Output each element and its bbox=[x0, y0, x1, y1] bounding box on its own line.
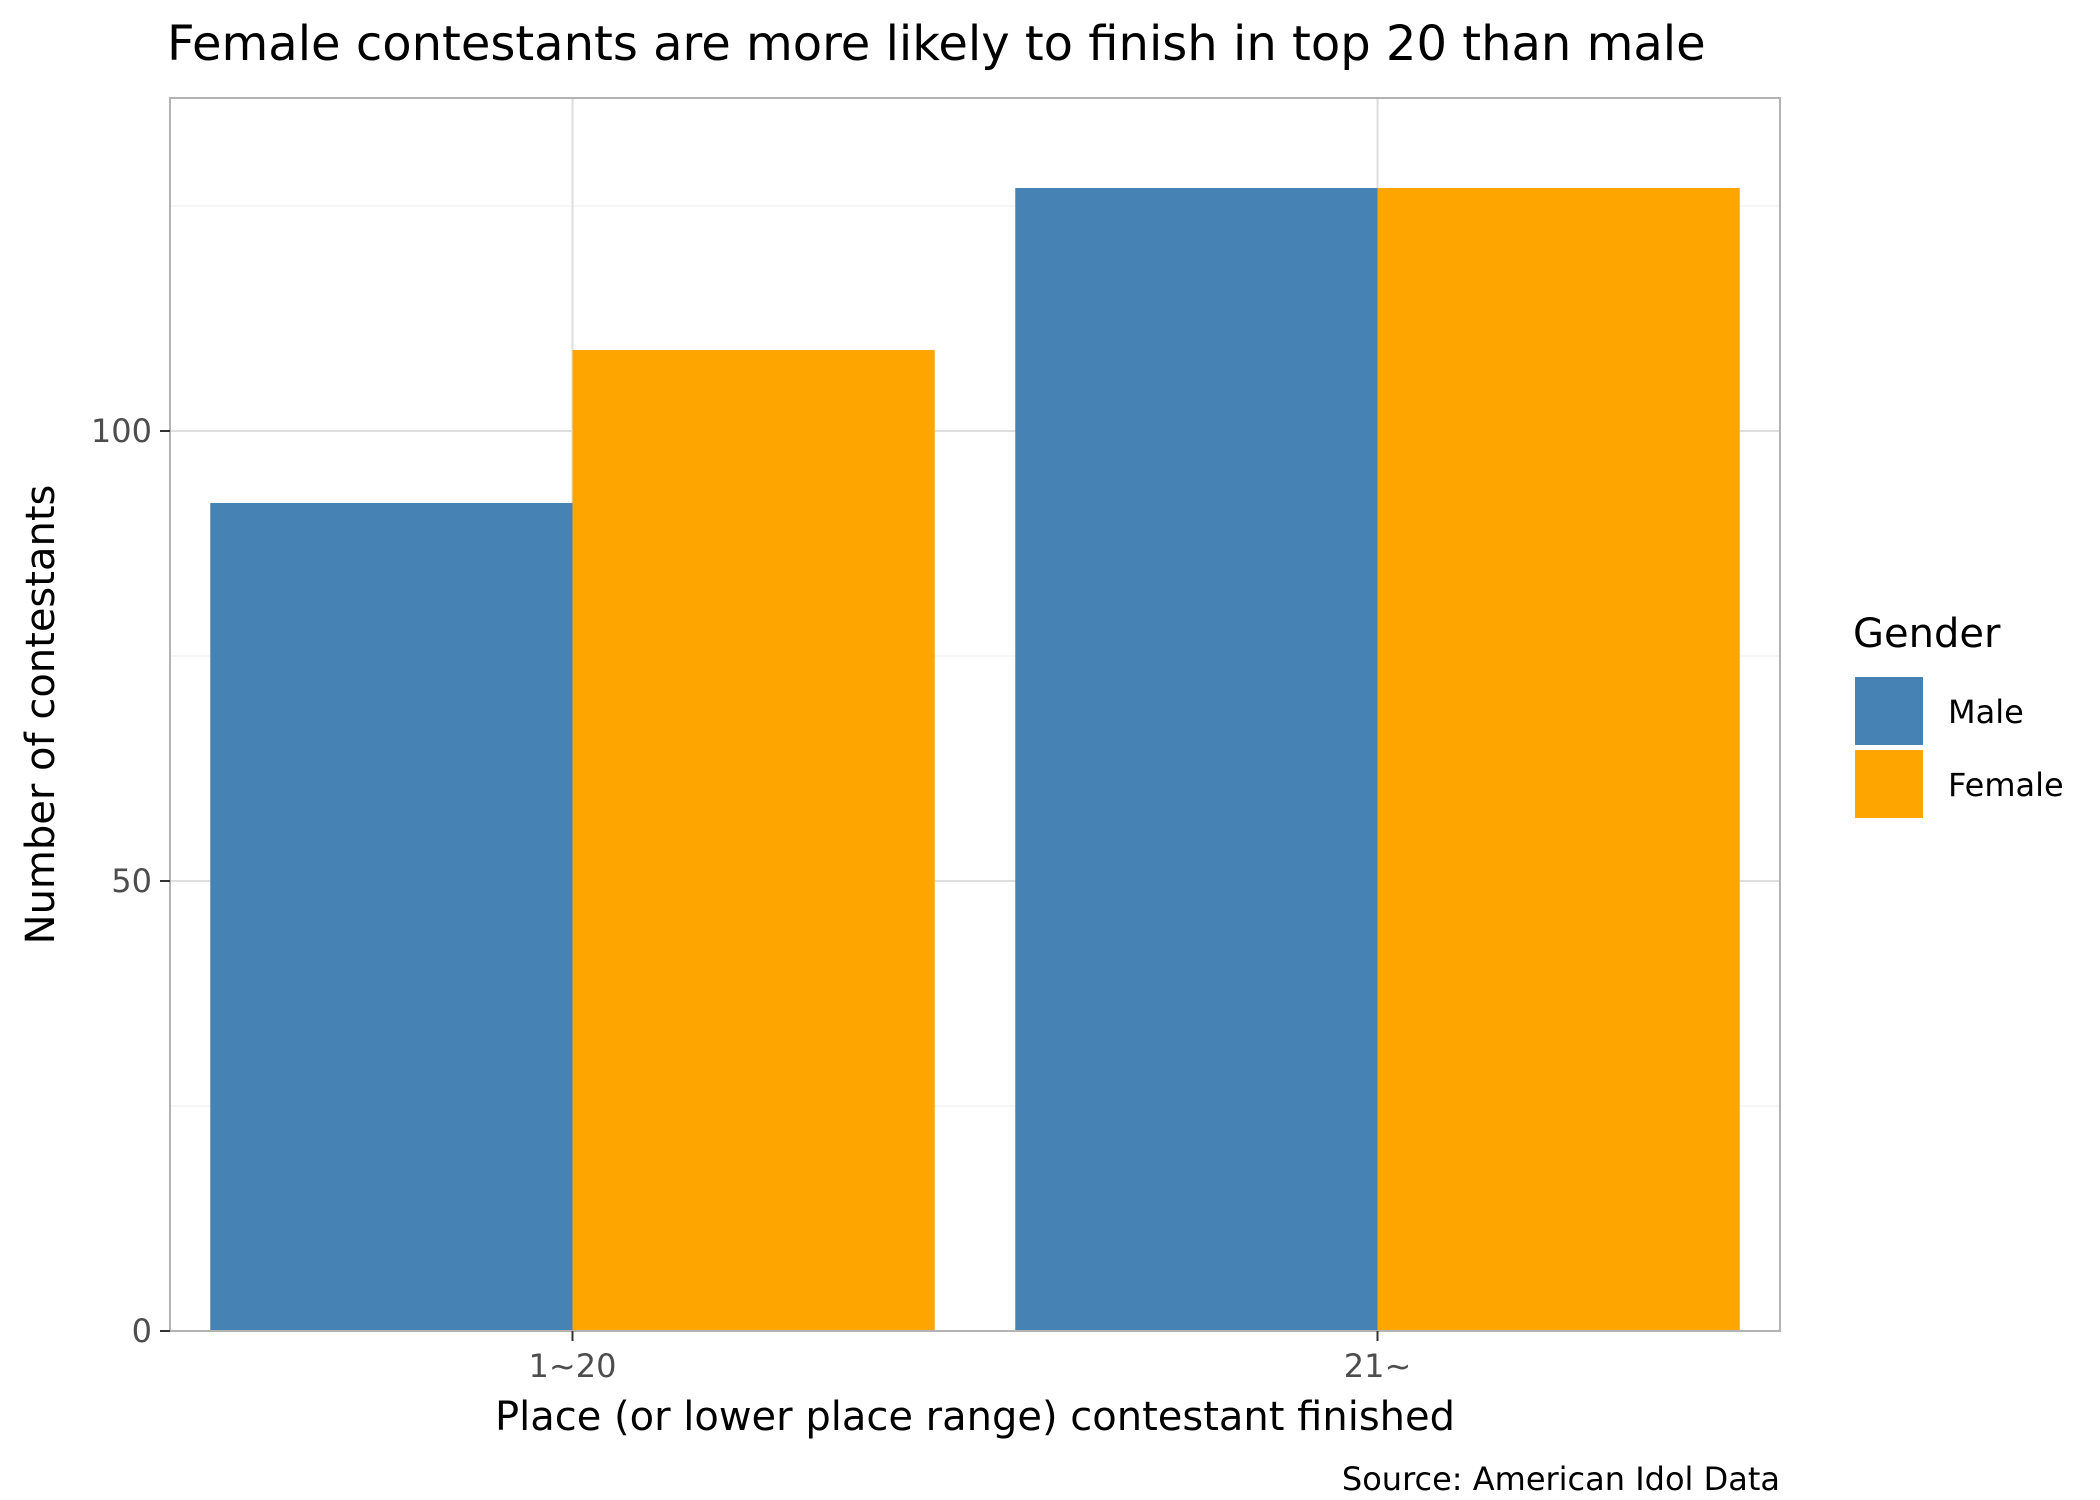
x-tick-label: 1~20 bbox=[529, 1347, 617, 1385]
y-tick-label: 0 bbox=[132, 1312, 152, 1350]
source-caption: Source: American Idol Data bbox=[1342, 1460, 1780, 1498]
x-tick-label: 21~ bbox=[1344, 1347, 1412, 1385]
bar-male-2 bbox=[1015, 188, 1378, 1331]
x-axis-title: Place (or lower place range) contestant … bbox=[495, 1394, 1455, 1440]
legend-swatch-male bbox=[1855, 677, 1923, 745]
bars bbox=[210, 188, 1740, 1331]
legend-items: Male Female bbox=[1855, 677, 2064, 818]
legend-swatch-female bbox=[1855, 750, 1923, 818]
bar-male-1 bbox=[210, 503, 573, 1331]
x-axis-ticks: 1~20 21~ bbox=[529, 1331, 1412, 1385]
y-tick-label: 50 bbox=[111, 862, 152, 900]
y-axis-ticks: 0 50 100 bbox=[91, 412, 170, 1350]
y-axis-title: Number of contestants bbox=[18, 485, 64, 945]
legend-label-female: Female bbox=[1948, 766, 2064, 804]
legend-title: Gender bbox=[1853, 611, 2001, 657]
bar-female-1 bbox=[572, 350, 935, 1331]
y-tick-label: 100 bbox=[91, 412, 152, 450]
legend: Gender Male Female bbox=[1853, 611, 2064, 818]
bar-female-2 bbox=[1377, 188, 1740, 1331]
legend-label-male: Male bbox=[1948, 693, 2024, 731]
plot-panel-border bbox=[169, 97, 1781, 1332]
chart-title: Female contestants are more likely to fi… bbox=[167, 16, 1706, 72]
